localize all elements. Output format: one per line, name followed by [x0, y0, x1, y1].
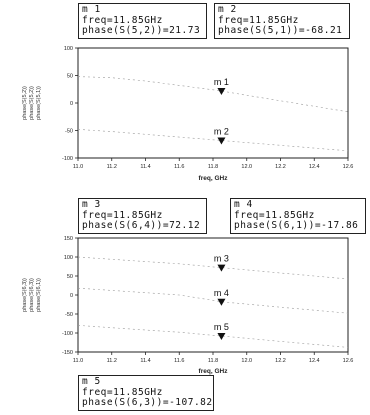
marker-readout-m4: m 4 freq=11.85GHz phase(S(6,1))=-17.86	[230, 198, 366, 234]
plot-1-y-label-line-2: phase(S(5,2))	[29, 86, 35, 120]
y-tick-label: 100	[64, 255, 73, 261]
x-tick-label: 12.4	[309, 164, 320, 170]
plot-1-x-ticks: 11.0 11.2 11.4 11.6 11.8 12.0 12.2 12.4 12.6	[73, 158, 354, 170]
plot-2-series	[77, 256, 349, 348]
x-tick-label: 11.8	[208, 358, 218, 364]
x-tick-label: 11.6	[174, 358, 184, 364]
marker-name: m 3	[82, 199, 101, 210]
marker-name: m 4	[234, 199, 253, 210]
marker-readout-m5: m 5 freq=11.85GHz phase(S(6,3))=-107.82	[78, 375, 214, 411]
marker-label: m 2	[214, 127, 229, 137]
plot-2-x-ticks: 11.0 11.2 11.4 11.6 11.8 12.0 12.2 12.4 12.6	[73, 352, 354, 364]
marker-freq: freq=11.85GHz	[218, 14, 299, 26]
marker-freq: freq=11.85GHz	[234, 209, 315, 221]
marker-freq: freq=11.85GHz	[82, 386, 163, 398]
x-tick-label: 12.6	[343, 164, 354, 170]
marker-triangle	[217, 137, 226, 145]
x-tick-label: 11.0	[73, 164, 83, 170]
series-line-3	[77, 325, 349, 348]
y-tick-label: 0	[70, 293, 73, 299]
plot-2-markers: m 3 m 4 m 5	[214, 254, 229, 340]
y-tick-label: 0	[70, 101, 73, 107]
x-tick-label: 12.2	[275, 164, 286, 170]
plot-1-frame	[77, 47, 349, 159]
marker-readout-m3: m 3 freq=11.85GHz phase(S(6,4))=72.12	[78, 198, 207, 234]
marker-triangle	[217, 298, 226, 306]
x-tick-label: 12.2	[275, 358, 286, 364]
plot-1-y-label-line-1: phase(S(5,2))	[22, 86, 28, 120]
x-tick-label: 11.8	[208, 164, 218, 170]
marker-value: phase(S(6,1))=-17.86	[234, 220, 359, 231]
marker-freq: freq=11.85GHz	[82, 209, 163, 221]
x-tick-label: 12.0	[241, 358, 252, 364]
series-line-1	[77, 256, 349, 280]
marker-label: m 1	[214, 77, 229, 87]
plot-2-y-ticks: 150 100 50 0 -50 -100 -150	[62, 236, 78, 356]
plot-1: 100 50 0 -50 -100 11.0 11.2 11.4 11.6 11.8 12.0 12…	[22, 46, 353, 182]
series-line-2	[77, 287, 349, 314]
y-tick-label: 50	[67, 274, 73, 280]
plot-2-y-label-line-3: phase(S(6,1))	[36, 278, 42, 312]
marker-triangle	[217, 88, 226, 96]
marker-triangle	[217, 264, 226, 272]
marker-name: m 5	[82, 376, 101, 387]
marker-label: m 4	[214, 288, 229, 298]
marker-value: phase(S(6,4))=72.12	[82, 220, 201, 231]
plot-1-x-label: freq, GHz	[199, 175, 229, 182]
x-tick-label: 12.6	[343, 358, 354, 364]
plot-2-x-label: freq, GHz	[199, 368, 229, 375]
y-tick-label: -100	[62, 156, 73, 162]
marker-name: m 1	[82, 4, 101, 15]
plot-2-y-label-line-1: phase(S(6,3))	[22, 278, 28, 312]
x-tick-label: 11.6	[174, 164, 184, 170]
y-tick-label: -150	[62, 350, 73, 356]
plot-1-markers: m 1 m 2	[214, 77, 229, 145]
marker-label: m 5	[214, 322, 229, 332]
marker-value: phase(S(5,2))=21.73	[82, 25, 201, 36]
plot-2-y-label: phase(S(6,3)) phase(S(6,3)) phase(S(6,1)…	[22, 278, 42, 312]
y-tick-label: -50	[65, 129, 73, 135]
y-tick-label: 100	[64, 46, 73, 52]
marker-readout-m2: m 2 freq=11.85GHz phase(S(5,1))=-68.21	[214, 3, 350, 39]
marker-readout-m1: m 1 freq=11.85GHz phase(S(5,2))=21.73	[78, 3, 207, 39]
marker-label: m 3	[214, 254, 229, 264]
x-tick-label: 12.4	[309, 358, 320, 364]
marker-value: phase(S(5,1))=-68.21	[218, 25, 343, 36]
plot-2-y-label-line-2: phase(S(6,3))	[29, 278, 35, 312]
series-line-2	[77, 129, 349, 152]
x-tick-label: 12.0	[241, 164, 252, 170]
y-tick-label: -50	[65, 312, 73, 318]
marker-triangle	[217, 332, 226, 340]
series-line-1	[77, 76, 349, 113]
marker-name: m 2	[218, 4, 237, 15]
x-tick-label: 11.4	[140, 164, 150, 170]
x-tick-label: 11.4	[140, 358, 150, 364]
y-tick-label: 50	[67, 74, 73, 80]
marker-freq: freq=11.85GHz	[82, 14, 163, 26]
x-tick-label: 11.2	[107, 164, 117, 170]
y-tick-label: 150	[64, 236, 73, 242]
plot-1-y-label: phase(S(5,2)) phase(S(5,2)) phase(S(5,1)…	[22, 86, 42, 120]
y-tick-label: -100	[62, 331, 73, 337]
marker-value: phase(S(6,3))=-107.82	[82, 397, 213, 408]
x-tick-label: 11.2	[107, 358, 117, 364]
x-tick-label: 11.0	[73, 358, 83, 364]
plot-1-y-ticks: 100 50 0 -50 -100	[62, 46, 78, 162]
plot-1-y-label-line-3: phase(S(5,1))	[36, 86, 42, 120]
plot-1-series	[77, 76, 349, 152]
